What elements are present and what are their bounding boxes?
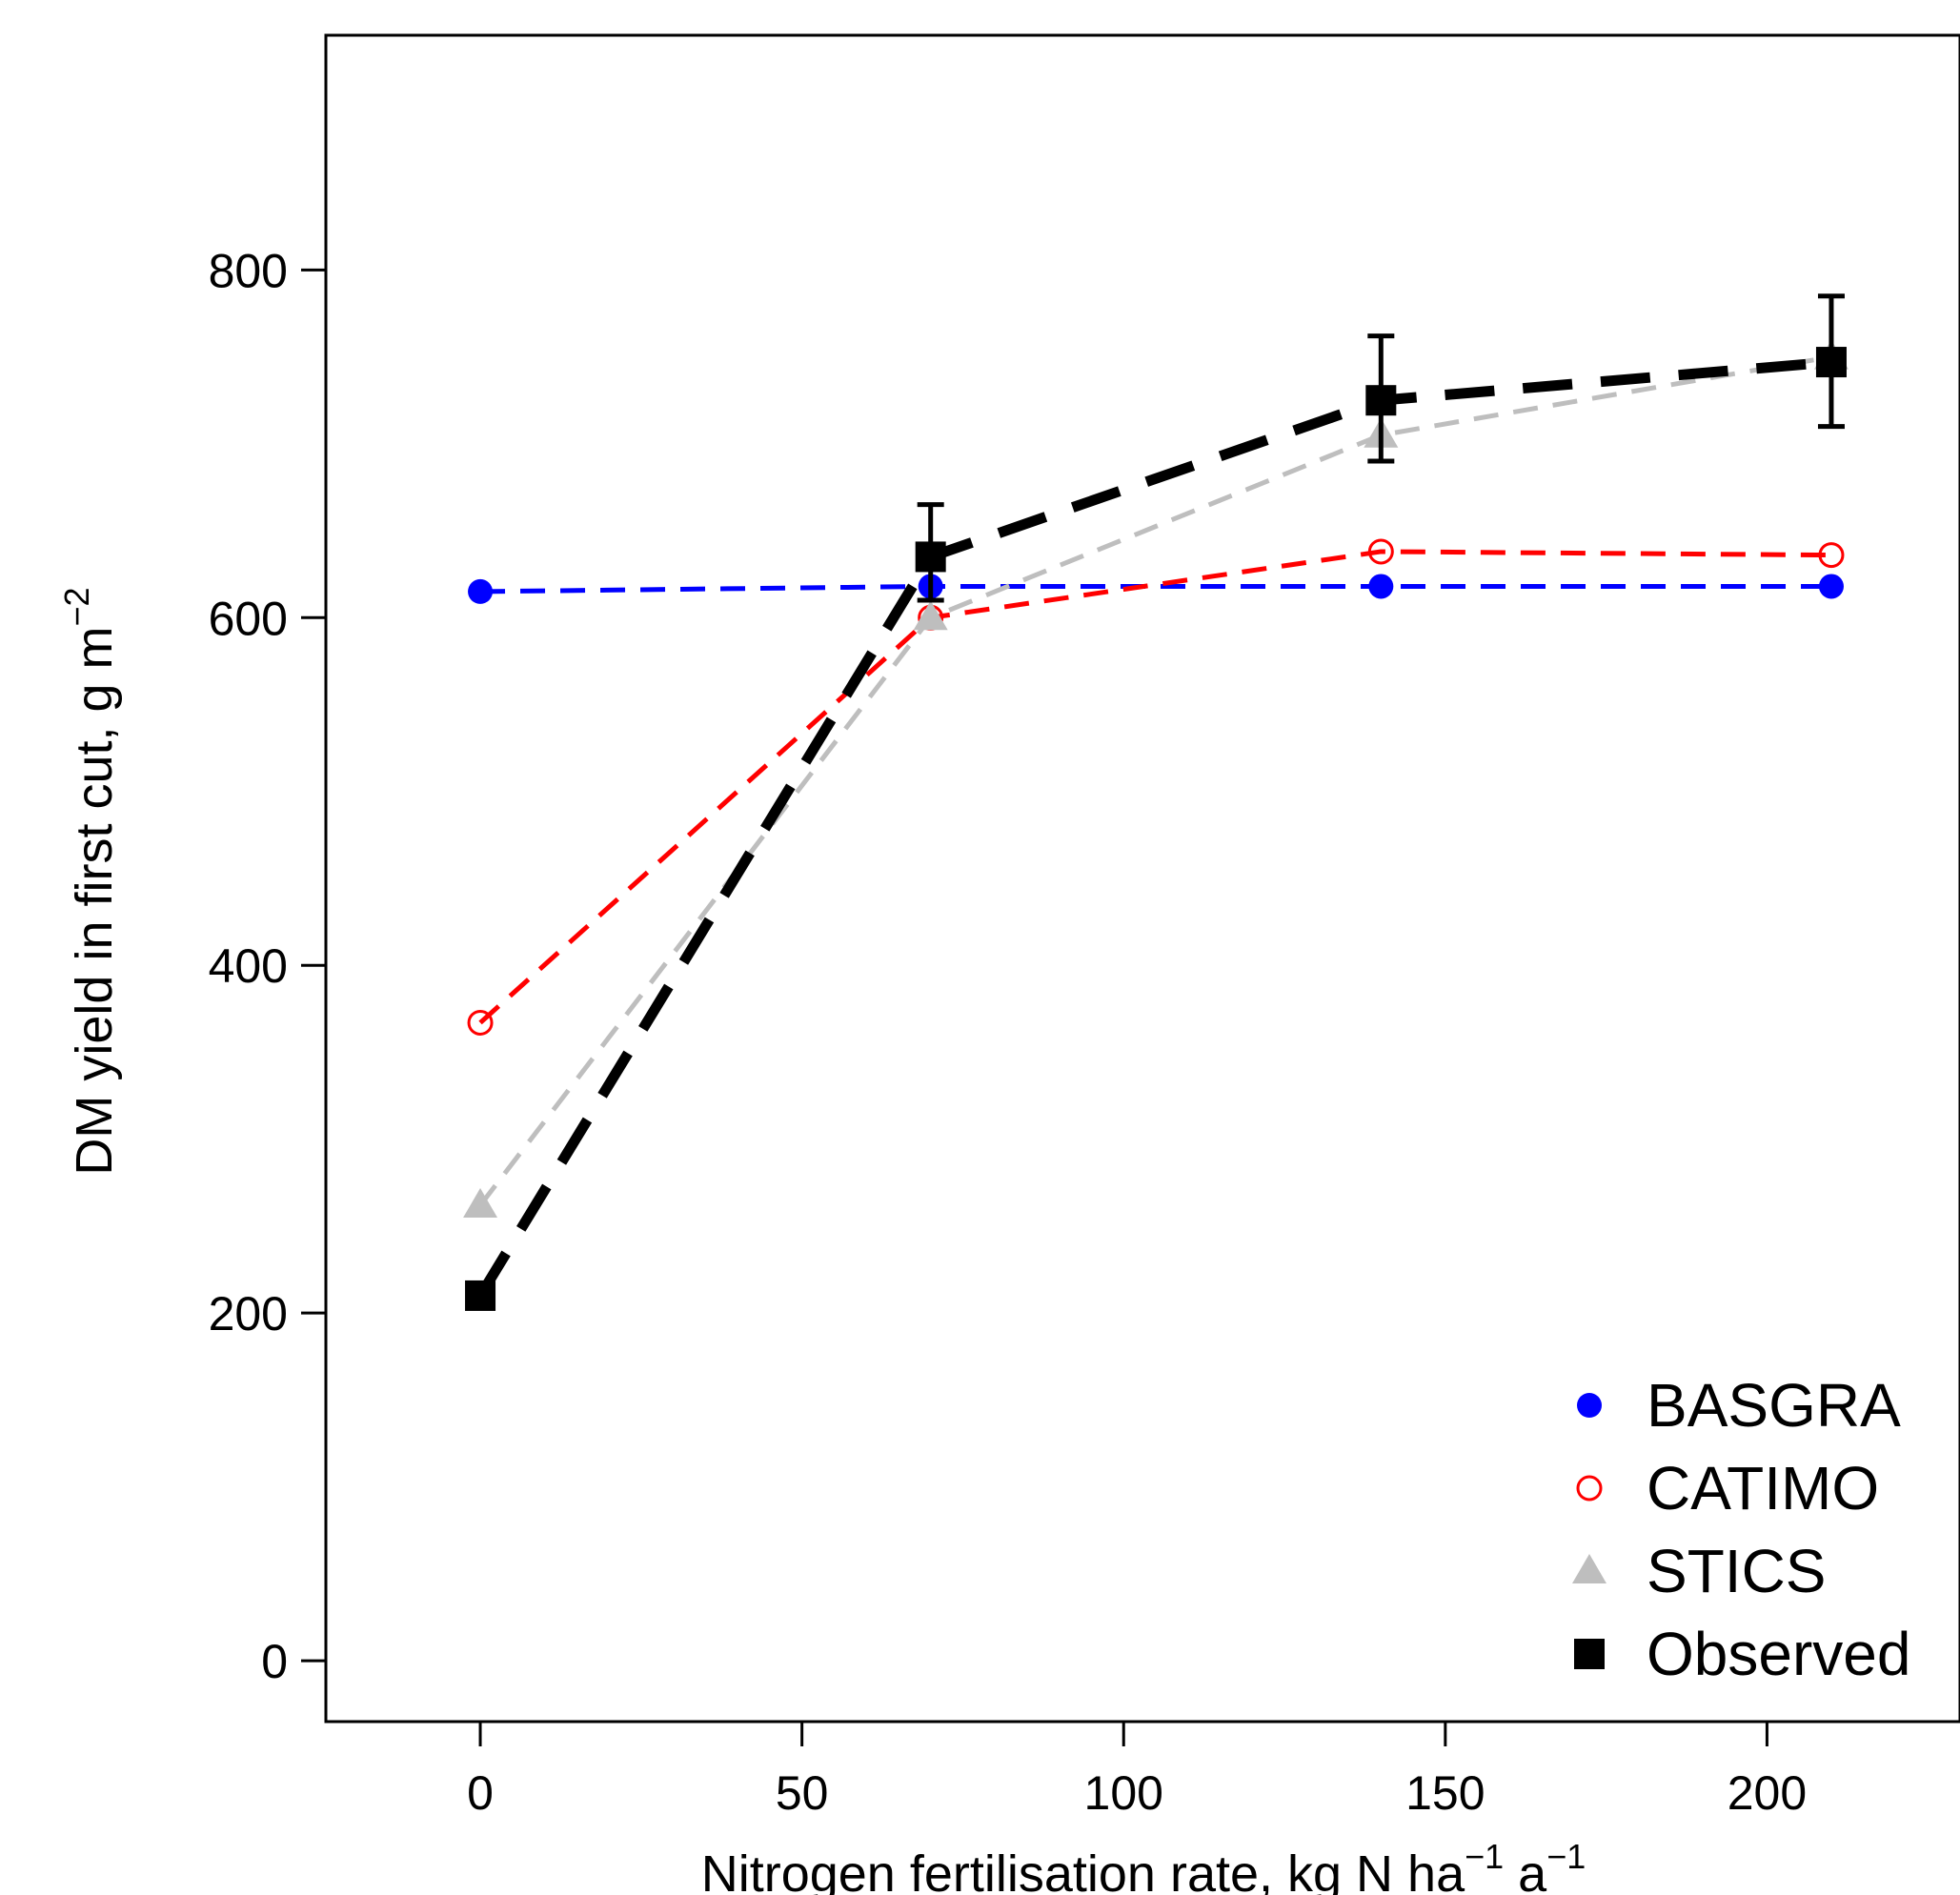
data-point-catimo xyxy=(1818,542,1845,569)
data-point-observed xyxy=(1815,347,1847,378)
series-line-observed xyxy=(475,356,1832,1299)
x-tick-label: 200 xyxy=(1728,1766,1807,1820)
series-basgra xyxy=(468,574,1844,604)
data-point-stics xyxy=(913,600,948,631)
x-axis-title: Nitrogen fertilisation rate, kg N ha−1 a… xyxy=(701,1837,1586,1895)
x-tick-label: 100 xyxy=(1084,1766,1163,1820)
x-axis-title-sup1: −1 xyxy=(1465,1837,1504,1876)
y-axis-title-sup: −2 xyxy=(57,587,96,626)
legend-label-stics: STICS xyxy=(1647,1537,1826,1605)
x-axis: 0 50 100 150 200 xyxy=(467,1720,1807,1820)
data-point-observed xyxy=(915,541,946,573)
legend-marker-catimo xyxy=(1576,1475,1603,1502)
legend: BASGRA CATIMO STICS Observed xyxy=(1572,1371,1910,1688)
series-observed xyxy=(465,293,1847,1311)
legend-item-observed: Observed xyxy=(1574,1620,1910,1688)
data-point-catimo xyxy=(1367,538,1394,565)
series-line-stics xyxy=(478,354,1832,1207)
legend-label-observed: Observed xyxy=(1647,1620,1910,1688)
series-stics xyxy=(463,339,1849,1219)
series-layer xyxy=(463,293,1849,1311)
legend-marker-observed xyxy=(1574,1639,1605,1669)
legend-marker-basgra xyxy=(1577,1393,1602,1418)
x-tick-label: 0 xyxy=(467,1766,494,1820)
data-point-basgra xyxy=(1368,574,1394,599)
data-point-observed xyxy=(465,1280,496,1311)
y-tick-label: 0 xyxy=(261,1635,288,1688)
x-tick-label: 50 xyxy=(776,1766,829,1820)
y-tick-label: 200 xyxy=(209,1287,288,1341)
legend-label-basgra: BASGRA xyxy=(1647,1371,1901,1440)
y-axis-title-text: DM yield in first cut, g m xyxy=(66,626,123,1175)
legend-item-catimo: CATIMO xyxy=(1576,1454,1879,1522)
series-catimo xyxy=(467,538,1845,1036)
legend-label-catimo: CATIMO xyxy=(1647,1454,1879,1522)
y-axis: 0 200 400 600 800 xyxy=(209,244,328,1688)
y-axis-title: DM yield in first cut, g m−2 xyxy=(57,587,123,1175)
x-axis-title-sup2: −1 xyxy=(1546,1837,1586,1876)
x-tick-label: 150 xyxy=(1405,1766,1485,1820)
legend-marker-stics xyxy=(1572,1554,1606,1583)
series-line-basgra xyxy=(480,583,1831,595)
data-point-basgra xyxy=(468,578,494,604)
series-line-catimo xyxy=(478,549,1831,1025)
y-tick-label: 400 xyxy=(209,939,288,993)
legend-item-basgra: BASGRA xyxy=(1577,1371,1901,1440)
legend-item-stics: STICS xyxy=(1572,1537,1826,1605)
data-point-stics xyxy=(463,1188,498,1219)
data-point-basgra xyxy=(1818,574,1844,599)
data-point-catimo xyxy=(467,1009,494,1036)
x-axis-title-mid: a xyxy=(1504,1845,1547,1895)
y-tick-label: 800 xyxy=(209,244,288,297)
y-tick-label: 600 xyxy=(209,592,288,645)
data-point-observed xyxy=(1365,385,1397,416)
x-axis-title-text: Nitrogen fertilisation rate, kg N ha xyxy=(701,1845,1465,1895)
